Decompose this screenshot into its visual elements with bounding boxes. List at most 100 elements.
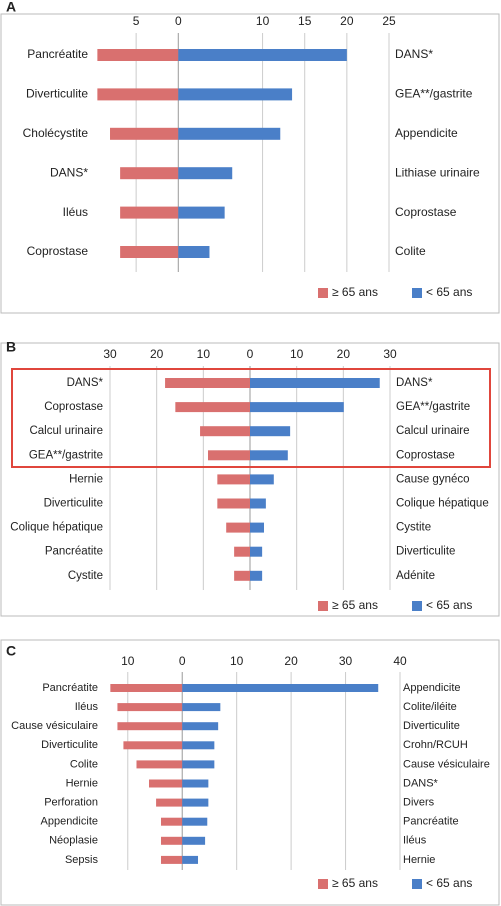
legend-label: < 65 ans — [426, 876, 472, 890]
right-category-label: Appendicite — [403, 682, 461, 694]
bar — [250, 474, 274, 485]
right-category-label: Coprostase — [395, 205, 457, 219]
legend-swatch — [412, 288, 422, 298]
bar — [97, 49, 179, 61]
right-category-label: Colite — [395, 244, 426, 258]
right-category-label: DANS* — [403, 777, 439, 789]
legend-label: ≥ 65 ans — [332, 598, 378, 612]
bar — [182, 684, 379, 692]
bar — [178, 246, 210, 258]
panel-label: C — [6, 643, 16, 659]
bar — [250, 522, 264, 533]
panel-label: B — [6, 339, 16, 355]
x-tick-label: 0 — [175, 14, 182, 28]
bar — [160, 817, 183, 826]
bar — [217, 498, 250, 509]
bar — [234, 546, 250, 557]
left-category-label: Pancréatite — [42, 682, 98, 694]
left-category-label: Cystite — [68, 570, 103, 582]
right-category-label: Cause gynéco — [396, 473, 470, 485]
bar — [250, 546, 263, 557]
legend-swatch — [412, 601, 422, 611]
panel-frame — [0, 342, 500, 617]
bar — [250, 378, 380, 388]
bar — [182, 855, 199, 864]
left-category-label: Pancréatite — [45, 546, 103, 558]
bar — [160, 855, 183, 864]
bar — [178, 49, 347, 61]
left-category-label: Diverticulite — [41, 739, 98, 751]
legend-label: < 65 ans — [426, 598, 472, 612]
left-category-label: DANS* — [50, 165, 88, 179]
legend-swatch — [412, 879, 422, 889]
bar — [200, 426, 250, 437]
bar — [178, 167, 233, 180]
bar — [175, 402, 250, 413]
left-category-label: Cholécystite — [23, 126, 89, 140]
x-tick-label: 20 — [150, 347, 164, 361]
x-tick-label: 30 — [383, 347, 397, 361]
left-category-label: Hernie — [69, 473, 103, 485]
left-category-label: Néoplasie — [49, 835, 98, 847]
bar — [182, 836, 206, 845]
bar — [120, 246, 179, 258]
bar — [97, 88, 179, 101]
right-category-label: DANS* — [396, 377, 433, 389]
right-category-label: Divers — [403, 797, 435, 809]
bar — [117, 722, 183, 731]
x-tick-label: 10 — [290, 347, 304, 361]
right-category-label: Appendicite — [395, 126, 458, 140]
bar — [165, 378, 250, 388]
right-category-label: Cause vésiculaire — [403, 758, 490, 770]
highlight-box — [11, 368, 491, 468]
bar — [182, 779, 209, 788]
bar — [117, 703, 183, 712]
bar — [156, 798, 183, 807]
legend-swatch — [318, 288, 328, 298]
bar — [208, 450, 250, 461]
right-category-label: Hernie — [403, 854, 435, 866]
left-category-label: Sepsis — [65, 854, 99, 866]
bar — [136, 760, 183, 769]
bar — [217, 474, 250, 485]
legend-label: < 65 ans — [426, 285, 472, 299]
x-tick-label: 30 — [103, 347, 117, 361]
right-category-label: Diverticulite — [396, 546, 455, 558]
panel-label: A — [6, 0, 16, 15]
x-tick-label: 20 — [284, 654, 298, 668]
right-category-label: DANS* — [395, 47, 433, 61]
legend-label: ≥ 65 ans — [332, 876, 378, 890]
right-category-label: Iléus — [403, 835, 427, 847]
x-tick-label: 0 — [247, 347, 254, 361]
bar — [250, 426, 291, 437]
x-tick-label: 20 — [340, 14, 354, 28]
bar — [120, 167, 179, 180]
legend-label: ≥ 65 ans — [332, 285, 378, 299]
right-category-label: Colique hépatique — [396, 498, 489, 510]
bar — [149, 779, 183, 788]
right-category-label: Cystite — [396, 522, 431, 534]
left-category-label: DANS* — [67, 377, 104, 389]
bar — [120, 206, 179, 219]
x-tick-label: 5 — [133, 14, 140, 28]
x-tick-label: 10 — [121, 654, 135, 668]
bar — [250, 498, 266, 509]
x-tick-label: 40 — [393, 654, 407, 668]
bar — [178, 88, 293, 101]
bar — [226, 522, 250, 533]
bar — [182, 760, 215, 769]
right-category-label: Colite/iléite — [403, 701, 457, 713]
bar — [178, 127, 281, 140]
right-category-label: Crohn/RCUH — [403, 739, 468, 751]
left-category-label: Iléus — [63, 205, 88, 219]
x-tick-label: 10 — [197, 347, 211, 361]
bar — [182, 741, 215, 750]
bar — [182, 798, 209, 807]
bar — [182, 722, 219, 731]
left-category-label: Calcul urinaire — [29, 425, 103, 437]
x-tick-label: 10 — [230, 654, 244, 668]
bar — [182, 703, 221, 712]
x-tick-label: 0 — [179, 654, 186, 668]
right-category-label: Coprostase — [396, 449, 455, 461]
